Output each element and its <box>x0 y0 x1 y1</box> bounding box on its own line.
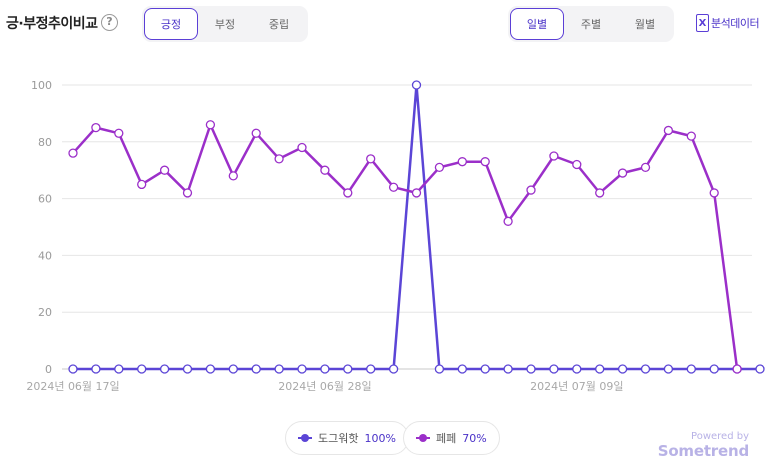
data-point-series-2 <box>686 131 696 141</box>
tab-daily[interactable]: 일별 <box>510 8 564 40</box>
data-point-series-2 <box>595 188 605 198</box>
data-point-series-1 <box>251 364 261 374</box>
legend-swatch-icon <box>416 434 430 442</box>
data-point-series-1 <box>526 364 536 374</box>
legend-percent: 70% <box>462 431 487 445</box>
x-tick-label: 2024년 06월 28일 <box>278 379 371 393</box>
data-point-series-2 <box>343 188 353 198</box>
y-tick-label: 80 <box>38 136 52 149</box>
legend-item-series-1[interactable]: 도그워핫 100% <box>285 421 409 455</box>
data-point-series-1 <box>366 364 376 374</box>
data-point-series-2 <box>549 151 559 161</box>
data-point-series-2 <box>457 157 467 167</box>
brand-logo: Sometrend <box>657 442 749 460</box>
page-title: 긍·부정추이비교 <box>6 16 98 32</box>
data-point-series-2 <box>274 154 284 164</box>
series-line-2 <box>72 123 739 370</box>
data-point-series-1 <box>503 364 513 374</box>
data-point-series-1 <box>709 364 719 374</box>
data-point-series-2 <box>434 162 445 173</box>
data-point-series-2 <box>366 154 376 164</box>
data-point-series-1 <box>159 364 170 374</box>
series-line-1 <box>73 83 760 371</box>
y-tick-label: 0 <box>45 363 52 376</box>
y-tick-label: 60 <box>38 193 52 206</box>
data-point-series-1 <box>595 364 605 374</box>
legend-item-series-2[interactable]: 페페 70% <box>403 421 500 455</box>
data-point-series-2 <box>320 165 330 175</box>
data-point-series-2 <box>137 179 147 190</box>
y-tick-label: 20 <box>38 306 52 319</box>
data-point-series-2 <box>480 157 490 167</box>
data-point-series-1 <box>686 364 696 374</box>
help-icon[interactable]: ? <box>101 14 118 31</box>
x-tick-label: 2024년 07월 09일 <box>530 379 623 393</box>
data-point-series-1 <box>114 364 124 374</box>
data-point-series-2 <box>411 188 422 198</box>
data-point-series-1 <box>411 80 422 90</box>
data-point-series-1 <box>137 364 147 374</box>
brand: Powered by Sometrend <box>658 431 749 460</box>
data-point-series-1 <box>274 364 284 374</box>
data-point-series-2 <box>205 120 216 130</box>
legend-label: 페페 <box>436 432 457 445</box>
data-point-series-2 <box>526 185 536 195</box>
tab-neutral[interactable]: 중립 <box>268 18 290 31</box>
powered-by-text: Powered by <box>691 431 749 442</box>
data-point-series-2 <box>732 364 742 374</box>
data-point-series-1 <box>228 364 238 374</box>
data-point-series-2 <box>663 125 674 136</box>
data-point-series-2 <box>182 188 193 198</box>
data-point-series-1 <box>297 364 307 374</box>
data-point-series-2 <box>617 168 628 178</box>
data-point-series-1 <box>68 364 78 374</box>
data-point-series-2 <box>388 182 399 192</box>
period-tab-group: 일별 주별 월별 <box>508 6 674 42</box>
sentiment-tab-group: 긍정 부정 중립 <box>142 6 308 42</box>
data-point-series-1 <box>755 364 765 374</box>
export-label: 분석데이터 <box>711 17 760 30</box>
data-point-series-1 <box>434 364 445 374</box>
legend-label: 도그워핫 <box>318 432 359 445</box>
data-point-series-1 <box>457 364 467 374</box>
data-point-series-1 <box>388 364 399 374</box>
data-point-series-1 <box>343 364 353 374</box>
tab-monthly[interactable]: 월별 <box>634 18 656 31</box>
data-point-series-2 <box>114 128 124 138</box>
data-point-series-2 <box>251 128 261 138</box>
data-point-series-1 <box>91 364 101 374</box>
data-point-series-1 <box>549 364 559 374</box>
y-tick-label: 40 <box>38 249 52 262</box>
data-point-series-1 <box>480 364 490 374</box>
data-point-series-1 <box>182 364 193 374</box>
data-point-series-1 <box>572 364 582 374</box>
data-point-series-2 <box>159 165 170 175</box>
legend-swatch-icon <box>298 434 312 442</box>
data-point-series-2 <box>503 216 513 226</box>
tab-weekly[interactable]: 주별 <box>580 18 602 31</box>
y-tick-label: 100 <box>31 79 52 92</box>
data-point-series-2 <box>640 162 651 173</box>
data-point-series-1 <box>205 364 216 374</box>
tab-negative[interactable]: 부정 <box>214 18 236 31</box>
tab-positive[interactable]: 긍정 <box>144 8 198 40</box>
data-point-series-1 <box>640 364 651 374</box>
data-point-series-2 <box>297 142 307 153</box>
data-point-series-1 <box>617 364 628 374</box>
line-chart: 0 20 40 60 80 100 2024년 06월 17일 2024년 06월 28일 20… <box>26 79 765 393</box>
data-point-series-1 <box>663 364 674 374</box>
data-point-series-2 <box>572 159 582 170</box>
excel-icon: X <box>696 14 709 32</box>
export-data-button[interactable]: X 분석데이터 <box>696 14 760 32</box>
legend-percent: 100% <box>364 431 396 445</box>
x-tick-label: 2024년 06월 17일 <box>26 379 119 393</box>
data-point-series-2 <box>91 122 101 133</box>
data-point-series-2 <box>68 148 78 158</box>
data-point-series-2 <box>228 171 238 181</box>
data-point-series-1 <box>320 364 330 374</box>
data-point-series-2 <box>709 188 719 198</box>
